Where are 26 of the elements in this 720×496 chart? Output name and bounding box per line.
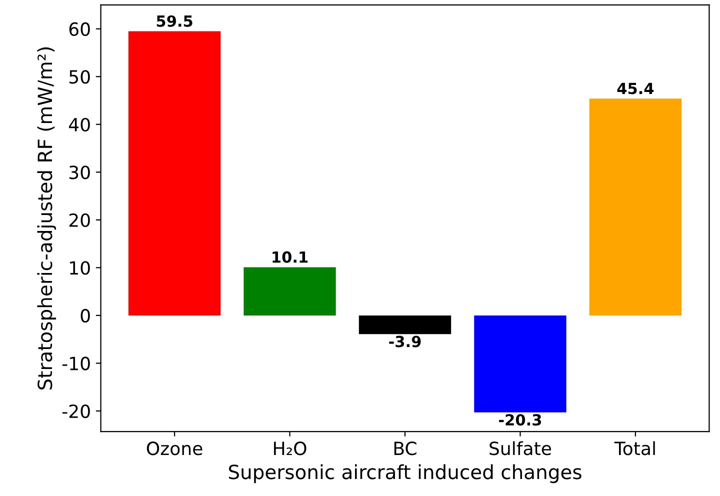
x-tick-label: BC [394,442,416,456]
y-tick-label: 60 [69,22,90,36]
y-tick-label: 20 [69,213,90,228]
data-label: 59.5 [156,15,192,27]
x-tick-label: Sulfate [490,441,552,456]
y-tick-label: 30 [69,166,90,180]
bar [128,31,221,316]
y-tick-label: 0 [80,308,90,323]
bar [589,98,682,316]
x-axis-title: Supersonic aircraft induced changes [228,464,582,484]
data-label: 45.4 [617,82,654,94]
y-tick-label: -10 [62,356,90,370]
x-tick-label: H₂O [274,442,306,456]
x-tick-label: Total [614,441,655,456]
data-label: -3.9 [389,336,421,348]
bar [474,315,566,412]
x-tick-label: Ozone [146,442,202,456]
y-tick-label: 50 [69,70,90,84]
y-tick-label: -20 [62,404,90,418]
data-label: 10.1 [272,251,308,263]
y-tick-label: 40 [68,118,90,132]
bar [358,315,452,334]
data-label: -20.3 [499,414,542,426]
y-axis-title: Stratospheric-adjusted RF (mW/m²) [37,47,56,390]
y-tick-label: 10 [70,261,90,275]
bar [244,267,336,316]
